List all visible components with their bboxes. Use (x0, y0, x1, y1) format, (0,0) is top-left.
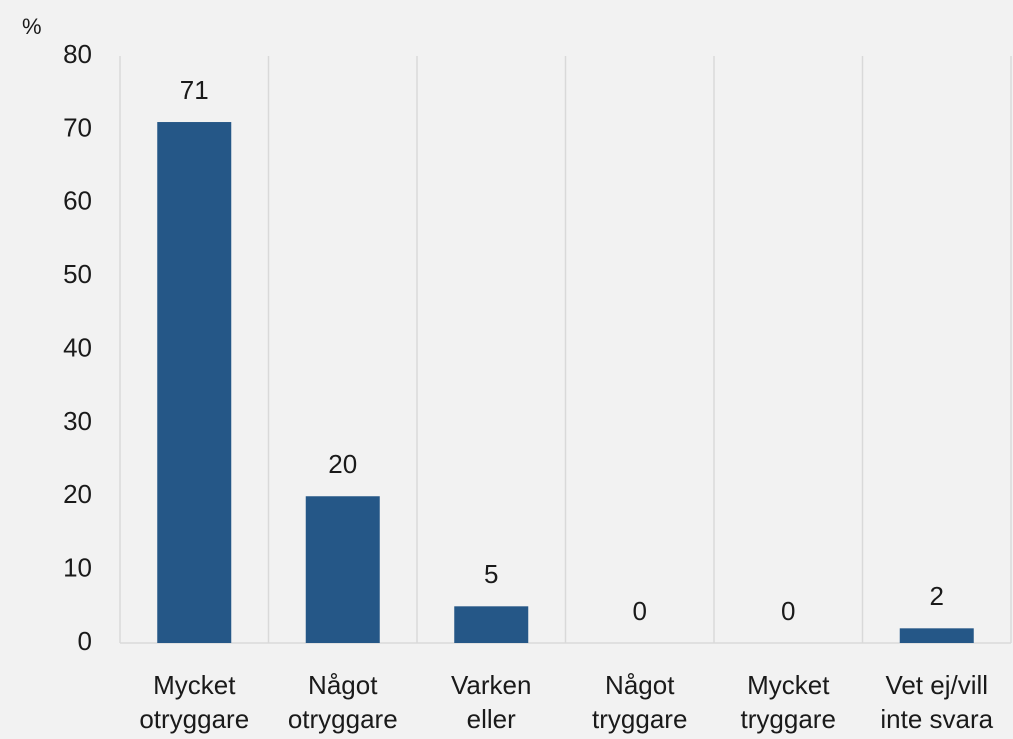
y-tick-label: 10 (63, 553, 92, 583)
x-tick-label: eller (467, 704, 516, 734)
bar (454, 606, 529, 643)
bar (157, 122, 232, 644)
y-tick-label: 20 (63, 479, 92, 509)
bar (899, 628, 974, 643)
x-tick-label: Mycket (747, 670, 830, 700)
x-tick-label: Något (605, 670, 675, 700)
x-tick-label: Vet ej/vill (885, 670, 988, 700)
data-label: 71 (180, 75, 209, 105)
x-tick-label: tryggare (592, 704, 687, 734)
data-label: 20 (328, 449, 357, 479)
x-tick-label: tryggare (741, 704, 836, 734)
y-tick-label: 30 (63, 406, 92, 436)
data-label: 0 (781, 596, 795, 626)
bar (305, 496, 380, 643)
x-tick-label: otryggare (139, 704, 249, 734)
x-tick-label: Varken (451, 670, 531, 700)
data-label: 2 (930, 581, 944, 611)
data-label: 5 (484, 559, 498, 589)
y-tick-label: 70 (63, 112, 92, 142)
y-tick-label: 0 (78, 626, 92, 656)
y-axis-label: % (22, 14, 42, 39)
y-tick-label: 50 (63, 259, 92, 289)
x-tick-label: inte svara (880, 704, 993, 734)
data-label: 0 (633, 596, 647, 626)
y-tick-label: 80 (63, 39, 92, 69)
y-tick-label: 60 (63, 186, 92, 216)
x-tick-label: Något (308, 670, 378, 700)
x-tick-label: otryggare (288, 704, 398, 734)
x-tick-label: Mycket (153, 670, 236, 700)
y-tick-label: 40 (63, 332, 92, 362)
